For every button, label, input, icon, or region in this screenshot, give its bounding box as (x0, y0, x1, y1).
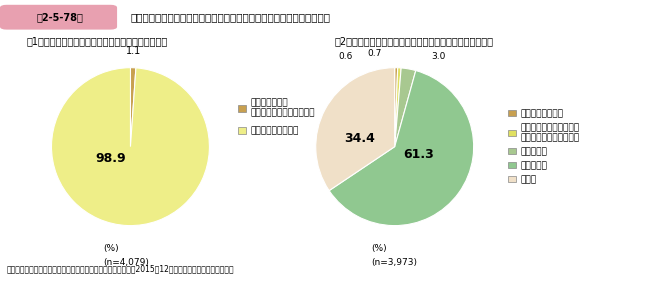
Wedge shape (316, 68, 395, 191)
Text: 61.3: 61.3 (403, 148, 434, 161)
Wedge shape (52, 68, 209, 226)
Text: 資料：中小企業庁委託「中小企業の資金調達に関する調査」（2015年12月、みずほ総合研究所（株））: 資料：中小企業庁委託「中小企業の資金調達に関する調査」（2015年12月、みずほ… (7, 265, 234, 274)
Wedge shape (329, 70, 474, 226)
Wedge shape (395, 68, 416, 147)
Text: （1）クラウドファンディングによる資金調達の経験: （1）クラウドファンディングによる資金調達の経験 (27, 36, 168, 46)
Legend: 積極的に利用する, 金融機関からの借入の状
況次第で利用を検討する, 利用しない, 分からない, その他: 積極的に利用する, 金融機関からの借入の状 況次第で利用を検討する, 利用しない… (508, 109, 579, 184)
Text: 98.9: 98.9 (96, 152, 126, 165)
Wedge shape (395, 68, 401, 147)
Text: (%): (%) (371, 244, 387, 253)
Text: 34.4: 34.4 (344, 132, 375, 145)
Text: （2）クラウドファンディングによる資金調達の今後の意向: （2）クラウドファンディングによる資金調達の今後の意向 (334, 36, 494, 46)
Text: (%): (%) (104, 244, 119, 253)
Text: 3.0: 3.0 (431, 52, 446, 61)
Wedge shape (130, 68, 136, 147)
Legend: 利用している、
過去に利用したことがある, 利用したことがない: 利用している、 過去に利用したことがある, 利用したことがない (237, 98, 314, 136)
Text: (n=3,973): (n=3,973) (371, 258, 417, 267)
Text: 第2-5-78図: 第2-5-78図 (37, 12, 84, 22)
Wedge shape (395, 68, 397, 147)
Text: (n=4,079): (n=4,079) (104, 258, 150, 267)
Text: 0.6: 0.6 (339, 52, 353, 61)
Text: 0.7: 0.7 (368, 49, 382, 58)
Text: 1.1: 1.1 (126, 46, 141, 56)
Text: 中小企業のクラウドファンディングによる資金調達の経験と今後の意向: 中小企業のクラウドファンディングによる資金調達の経験と今後の意向 (130, 12, 330, 22)
